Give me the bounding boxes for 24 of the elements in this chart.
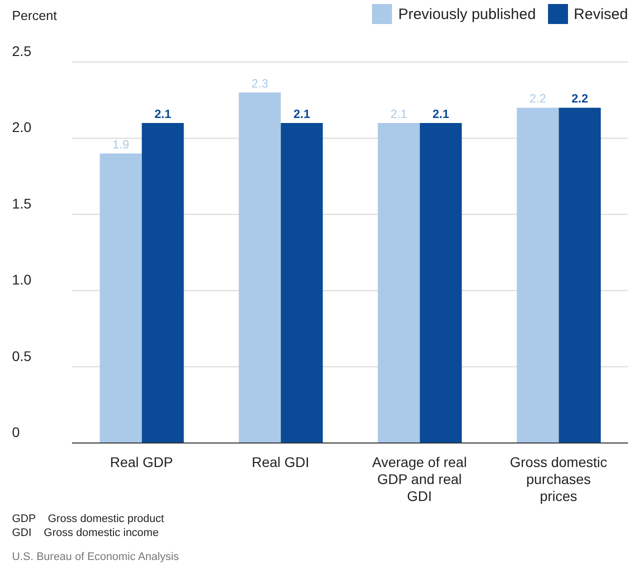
x-tick-label: Real GDP <box>110 454 174 470</box>
y-tick-label: 0.5 <box>12 348 32 364</box>
y-tick-label: 1.5 <box>12 195 32 212</box>
data-label: 2.2 <box>571 92 588 106</box>
x-tick-label: Gross domestic purchases prices <box>510 454 608 504</box>
legend-label: Previously published <box>397 4 536 24</box>
data-label: 2.3 <box>251 76 268 90</box>
data-label: 2.1 <box>390 106 408 121</box>
data-label: 2.1 <box>154 106 172 121</box>
data-label: 1.9 <box>112 137 130 152</box>
x-tick-label: Real GDI <box>252 454 310 470</box>
y-tick-label: 1.0 <box>12 272 32 288</box>
y-tick-label: 0 <box>12 424 20 440</box>
text: GDP Gross domestic product <box>12 512 166 526</box>
text: U.S. Bureau of Economic Analysis <box>12 550 179 564</box>
y-axis-title: Percent <box>12 8 57 23</box>
y-tick-label: 2.0 <box>12 119 32 136</box>
y-tick-label: 2.5 <box>12 43 32 59</box>
data-label: 2.1 <box>432 106 450 121</box>
legend-label: Revised <box>572 4 628 24</box>
data-label: 2.1 <box>293 106 310 121</box>
text: GDI Gross domestic income <box>12 526 160 540</box>
data-label: 2.2 <box>529 92 546 106</box>
x-tick-label: Average of real GDP and real GDI <box>372 454 467 504</box>
